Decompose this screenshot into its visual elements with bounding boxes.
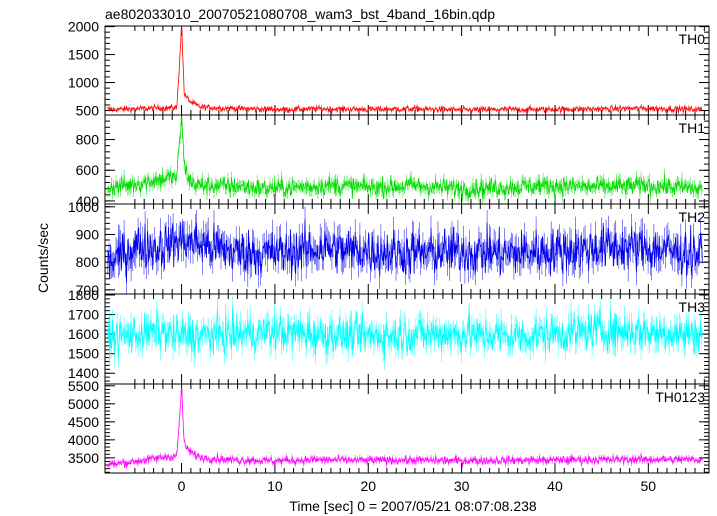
- series-label-th0123: TH0123: [655, 389, 705, 405]
- y-tick-label: 500: [76, 103, 100, 119]
- x-tick-label: 0: [178, 478, 186, 494]
- x-axis-label: Time [sec] 0 = 2007/05/21 08:07:08.238: [289, 498, 537, 514]
- y-tick-label: 1000: [68, 199, 99, 215]
- y-tick-label: 1500: [68, 47, 99, 63]
- y-tick-label: 4500: [68, 414, 99, 430]
- y-tick-label: 800: [76, 132, 100, 148]
- y-tick-label: 1400: [68, 365, 99, 381]
- x-tick-label: 40: [547, 478, 563, 494]
- y-tick-label: 1000: [68, 75, 99, 91]
- x-tick-label: 10: [267, 478, 283, 494]
- y-tick-label: 900: [76, 226, 100, 242]
- series-errorbars-th1: [107, 115, 703, 204]
- y-tick-label: 1600: [68, 326, 99, 342]
- y-tick-label: 600: [76, 162, 100, 178]
- y-tick-label: 700: [76, 282, 100, 298]
- y-axis-label: Counts/sec: [35, 223, 51, 293]
- series-errorbars-th0123: [107, 387, 703, 470]
- series-errorbars-th2: [107, 206, 703, 294]
- x-tick-label: 50: [641, 478, 657, 494]
- x-tick-label: 30: [454, 478, 470, 494]
- x-tick-label: 20: [360, 478, 376, 494]
- y-tick-label: 5000: [68, 396, 99, 412]
- series-errorbars-th0: [107, 26, 703, 115]
- y-tick-label: 1800: [68, 287, 99, 303]
- y-tick-label: 1700: [68, 307, 99, 323]
- series-label-th2: TH2: [679, 209, 706, 225]
- chart-title: ae802033010_20070521080708_wam3_bst_4ban…: [105, 6, 495, 22]
- panel-frame-th0123: [104, 383, 710, 474]
- series-label-th0: TH0: [679, 31, 706, 47]
- y-tick-label: 3500: [68, 450, 99, 466]
- panels-group: 500100015002000TH0400600800TH17008009001…: [68, 19, 710, 494]
- y-tick-label: 400: [76, 193, 100, 209]
- series-label-th3: TH3: [679, 299, 706, 315]
- y-tick-label: 1500: [68, 346, 99, 362]
- y-tick-label: 2000: [68, 19, 99, 35]
- series-label-th1: TH1: [679, 120, 706, 136]
- y-tick-label: 5500: [68, 378, 99, 394]
- y-tick-label: 800: [76, 254, 100, 270]
- y-tick-label: 4000: [68, 432, 99, 448]
- series-errorbars-th3: [107, 296, 703, 370]
